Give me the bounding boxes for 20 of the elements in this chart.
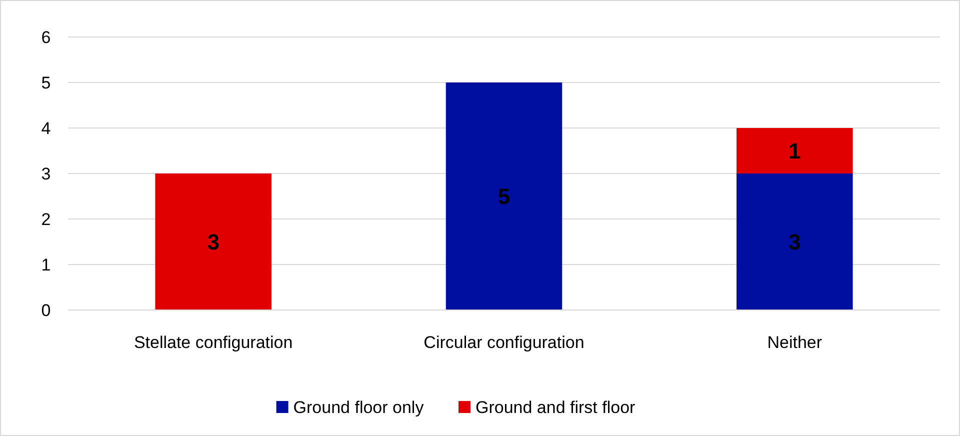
y-tick-label: 4 <box>41 118 51 138</box>
bar <box>446 82 562 310</box>
data-label: 3 <box>207 229 220 254</box>
y-tick-label: 1 <box>41 255 51 274</box>
bar <box>736 174 853 310</box>
data-label: 5 <box>498 184 510 209</box>
bar <box>736 128 853 174</box>
x-tick-label: Neither <box>767 333 822 352</box>
data-label: 3 <box>788 229 801 254</box>
legend-label: Ground floor only <box>293 398 424 417</box>
y-tick-label: 2 <box>41 210 51 229</box>
y-tick-label: 3 <box>41 164 51 184</box>
x-tick-label: Circular configuration <box>424 333 584 352</box>
y-tick-label: 6 <box>41 28 51 47</box>
data-label: 1 <box>788 138 801 164</box>
y-tick-label: 5 <box>41 73 51 92</box>
x-tick-label: Stellate configuration <box>134 333 293 352</box>
legend-label: Ground and first floor <box>476 398 636 417</box>
y-tick-label: 0 <box>41 300 51 320</box>
bar <box>155 174 272 310</box>
